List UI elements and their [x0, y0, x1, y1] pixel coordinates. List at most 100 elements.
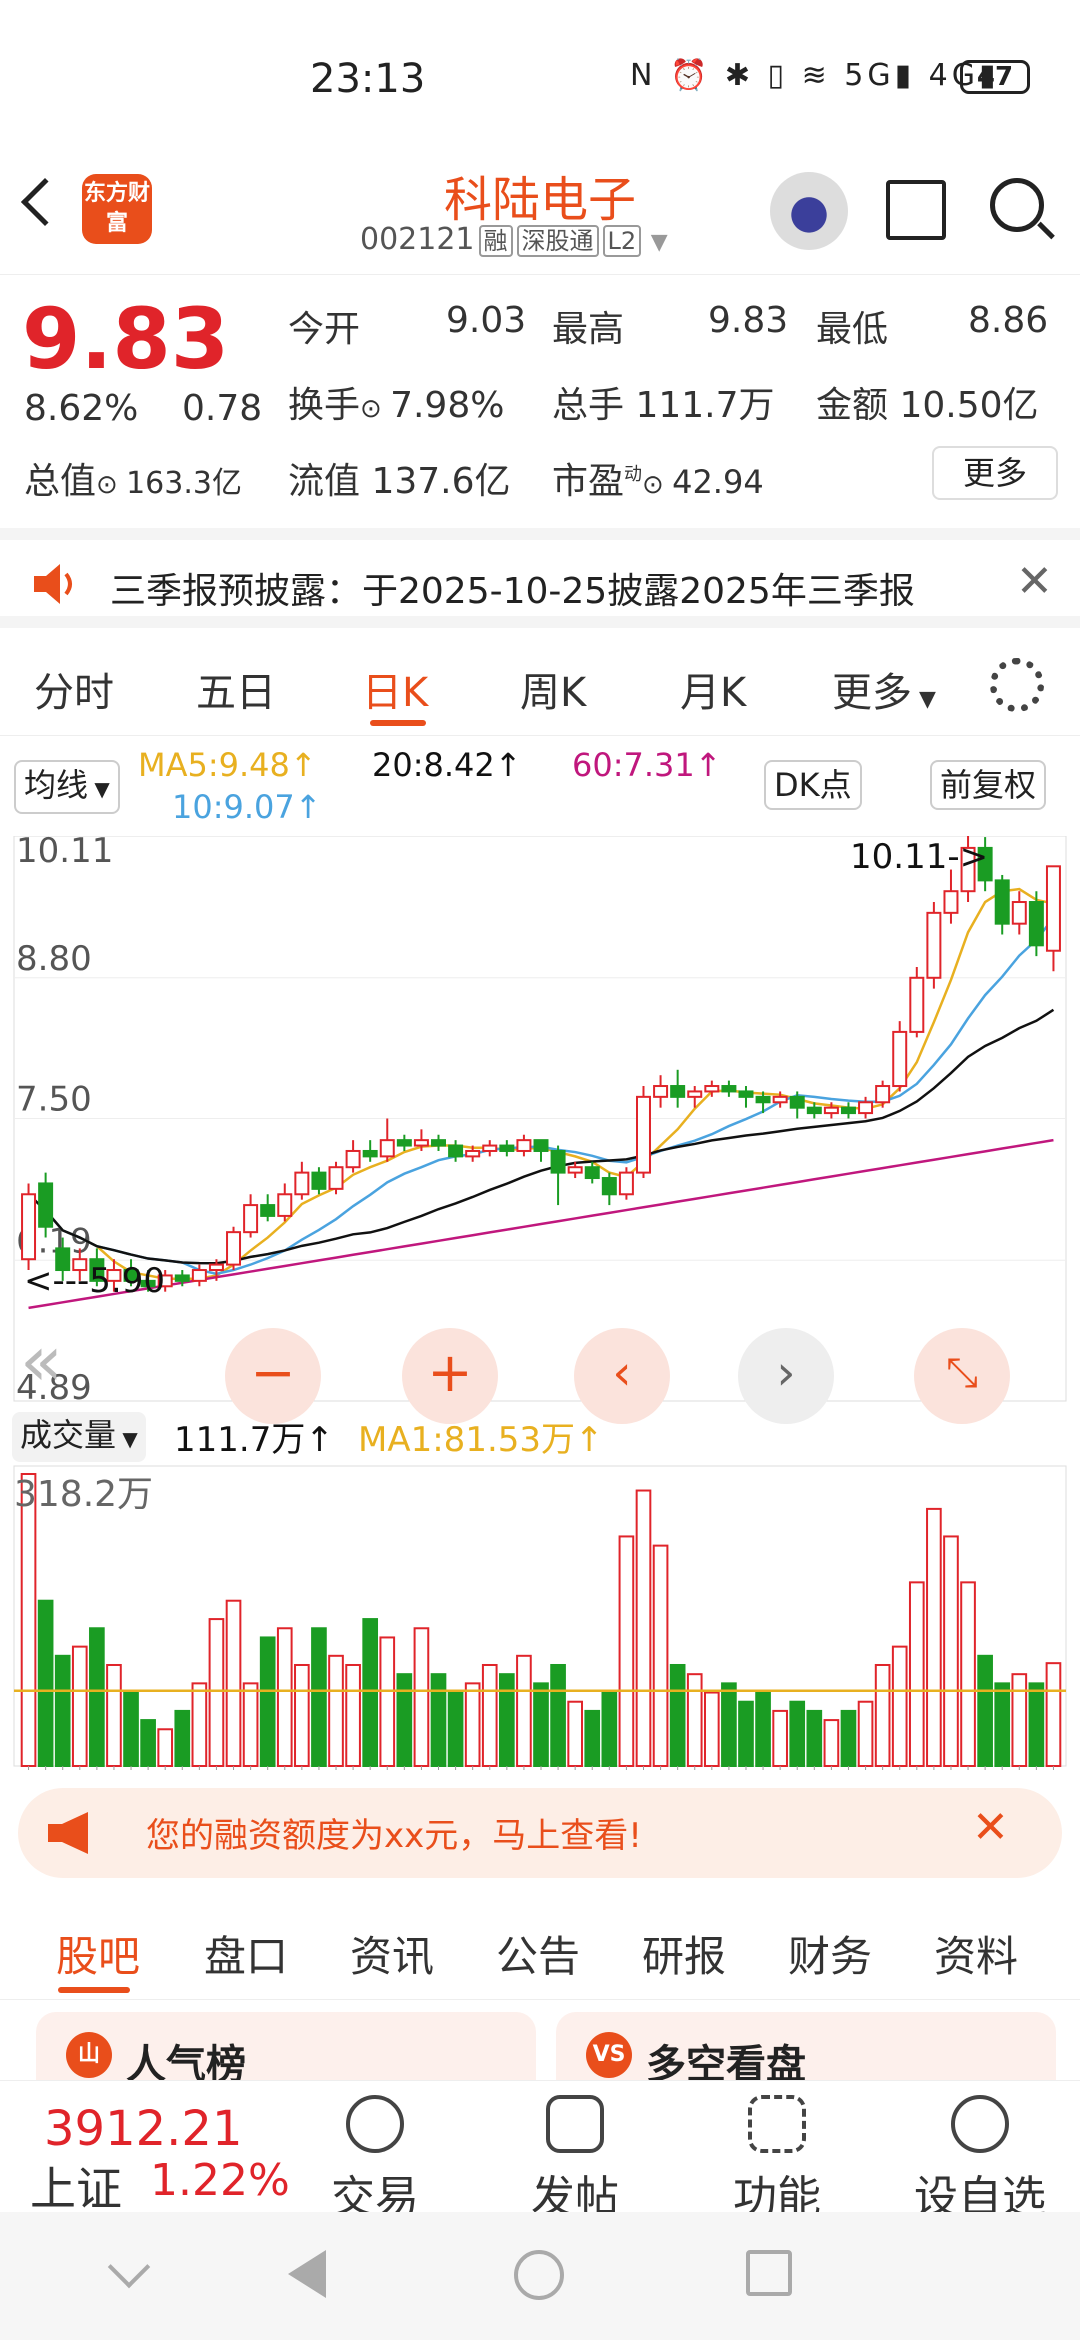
popularity-card[interactable]: 山 人气榜	[36, 2012, 536, 2080]
nav-down-icon[interactable]	[107, 2245, 151, 2289]
index-value[interactable]: 3912.21	[44, 2101, 243, 2157]
candle-body	[482, 1144, 498, 1152]
grid-icon	[748, 2095, 806, 2153]
close-icon[interactable]: ✕	[1016, 556, 1053, 607]
tab-guba[interactable]: 股吧	[56, 1932, 141, 1981]
candle-body	[243, 1204, 259, 1234]
float-value: 137.6亿	[371, 461, 511, 502]
candle-body	[55, 1247, 71, 1272]
status-bar: 23:13 N ⏰ ✱ ▯ ≋ 5G▮ 4G▮ 47	[0, 0, 1080, 150]
tab-announcement[interactable]: 公告	[496, 1932, 581, 1981]
volume-bar	[157, 1728, 174, 1768]
kline-chart-area[interactable]: 均线 ▼ MA5:9.48↑ 20:8.42↑ 60:7.31↑ 10:9.07…	[0, 740, 1080, 1770]
tab-finance[interactable]: 财务	[788, 1932, 873, 1981]
candle-body	[345, 1149, 361, 1169]
candle-body	[174, 1274, 190, 1282]
zoom-in-icon[interactable]: +	[402, 1328, 498, 1424]
tab-monthly-k[interactable]: 月K	[680, 670, 747, 716]
fullscreen-icon[interactable]: ⤡	[914, 1328, 1010, 1424]
bull-bear-card[interactable]: VS 多空看盘	[556, 2012, 1056, 2080]
index-pct[interactable]: 1.22%	[150, 2155, 290, 2206]
tab-pankou[interactable]: 盘口	[204, 1932, 289, 1981]
card-title: 人气榜	[126, 2042, 246, 2080]
index-name[interactable]: 上证	[30, 2162, 122, 2216]
adjust-button[interactable]: 前复权	[930, 760, 1047, 810]
assistant-avatar-icon[interactable]	[770, 172, 848, 250]
more-button[interactable]: 更多	[932, 446, 1058, 500]
tab-weekly-k[interactable]: 周K	[520, 670, 587, 716]
high-annotation: 10.11->	[850, 837, 988, 877]
open-value: 9.03	[446, 300, 527, 341]
nav-home-icon[interactable]	[514, 2250, 564, 2300]
change-pct: 8.62%	[24, 388, 139, 429]
candle-body	[943, 890, 959, 914]
candle-body	[123, 1269, 139, 1282]
tab-daily-k[interactable]: 日K	[362, 670, 429, 716]
volume-bar	[891, 1645, 908, 1767]
price-axis-label: 7.50	[16, 1080, 92, 1120]
candle-body	[1028, 901, 1044, 947]
dropdown-icon[interactable]: ▼	[650, 230, 668, 255]
ma20-line	[27, 1008, 1055, 1265]
gear-icon[interactable]	[990, 658, 1044, 712]
notice-bar[interactable]: 三季报预披露：于2025-10-25披露2025年三季报 ✕	[0, 528, 1080, 628]
candle-body	[704, 1085, 720, 1093]
search-icon[interactable]	[990, 178, 1044, 232]
volume-bar	[54, 1654, 71, 1768]
candle-body	[670, 1085, 686, 1098]
app-logo: 东方财富	[82, 174, 152, 244]
tab-research[interactable]: 研报	[642, 1932, 727, 1981]
share-icon[interactable]	[886, 180, 946, 240]
volume-bar	[857, 1700, 874, 1767]
code-text: 002121	[360, 222, 475, 257]
volume-selector[interactable]: 成交量 ▼	[12, 1412, 146, 1462]
volume-bar	[601, 1691, 618, 1768]
candle-body	[687, 1090, 703, 1098]
tag-l2: L2	[602, 225, 642, 257]
active-tab-underline	[58, 1987, 130, 1993]
volume-bar	[943, 1535, 959, 1767]
tag-connect: 深股通	[516, 225, 599, 257]
volume-bar	[908, 1581, 925, 1767]
candle-body	[72, 1258, 88, 1272]
volume-bar	[174, 1709, 191, 1767]
volume-bar	[430, 1673, 447, 1767]
candle-body	[516, 1139, 532, 1152]
amount: 金额 10.50亿	[816, 376, 1039, 428]
dk-point-button[interactable]: DK点	[764, 760, 862, 810]
zoom-out-icon[interactable]: −	[225, 1328, 321, 1424]
margin-banner[interactable]: 您的融资额度为xx元，马上查看! ✕	[18, 1788, 1062, 1878]
tab-profile[interactable]: 资料	[934, 1932, 1019, 1981]
banner-close-icon[interactable]: ✕	[972, 1802, 1009, 1853]
ma10-label: 10:9.07↑	[172, 788, 322, 826]
turnover-value: 7.98%	[390, 385, 505, 426]
volume-bar	[994, 1682, 1011, 1768]
tab-more-label: 更多	[832, 670, 912, 716]
volume-bar	[20, 1473, 37, 1767]
rewind-icon[interactable]: «	[20, 1320, 63, 1402]
candle-body	[858, 1101, 874, 1115]
candle-body	[311, 1171, 327, 1190]
ma-selector[interactable]: 均线 ▼	[14, 760, 120, 814]
volume-bar	[533, 1682, 549, 1768]
nav-back-icon[interactable]	[288, 2250, 326, 2298]
function-button[interactable]: 功能	[702, 2095, 852, 2225]
tab-intraday[interactable]: 分时	[34, 670, 114, 716]
watchlist-button[interactable]: 设自选	[905, 2095, 1055, 2225]
candle-body	[550, 1149, 566, 1174]
trade-button[interactable]: 交易	[300, 2095, 450, 2225]
tab-more[interactable]: 更多 ▼	[832, 670, 936, 716]
volume-bar	[652, 1544, 669, 1767]
volume-bar	[772, 1709, 788, 1767]
next-icon[interactable]: ›	[738, 1328, 834, 1424]
nav-recent-icon[interactable]	[746, 2250, 792, 2296]
tab-news[interactable]: 资讯	[350, 1932, 435, 1981]
prev-icon[interactable]: ‹	[574, 1328, 670, 1424]
ma10-line	[27, 917, 1055, 1276]
candle-body	[636, 1095, 651, 1174]
post-button[interactable]: 发帖	[500, 2095, 650, 2225]
price-axis-label: 8.80	[16, 939, 92, 979]
tab-five-day[interactable]: 五日	[196, 670, 276, 716]
candle-body	[379, 1139, 395, 1158]
volume-bar	[89, 1627, 105, 1768]
